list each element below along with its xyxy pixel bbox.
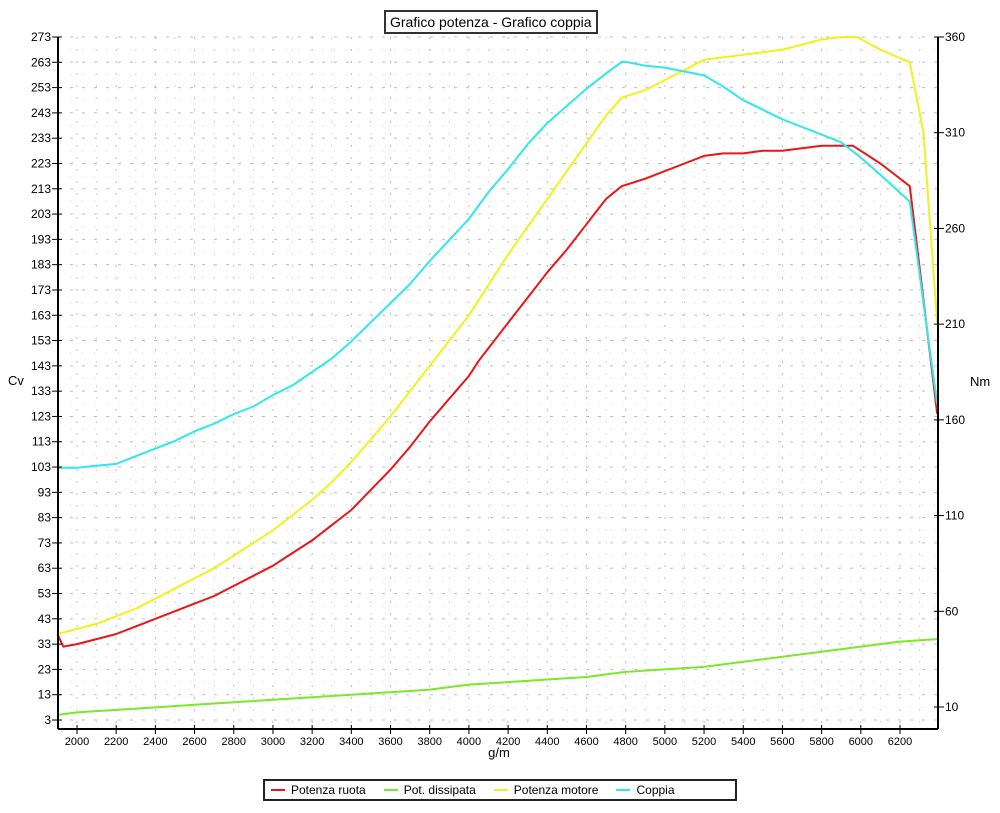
legend-swatch-cyan [616,789,631,791]
left-tick-label: 203 [31,207,51,221]
x-tick-label: 2600 [182,736,206,748]
left-tick-label: 93 [38,485,52,499]
x-tick-label: 4600 [574,736,598,748]
series-line-pot-dissipata [57,638,938,716]
tick-labels: 2732632532432332232132031931831731631531… [8,30,990,760]
chart-title: Grafico potenza - Grafico coppia [384,10,598,34]
left-tick-label: 63 [38,561,52,575]
legend-label: Potenza motore [513,783,599,797]
left-tick-label: 113 [32,435,51,449]
x-tick-label: 2400 [143,736,167,748]
right-tick-label: 360 [945,30,965,44]
legend-item-potenza-ruota: Potenza ruota [271,783,366,797]
x-tick-label: 3000 [261,736,285,748]
legend-item-coppia: Coppia [616,783,675,797]
x-tick-label: 2000 [65,736,89,748]
x-tick-label: 6200 [888,736,912,748]
right-tick-label: 10 [945,700,959,714]
x-tick-label: 5600 [770,736,794,748]
legend-label: Coppia [636,783,675,797]
x-tick-label: 3200 [300,736,324,748]
legend-label: Potenza ruota [291,783,366,797]
left-tick-label: 163 [31,308,51,322]
legend-item-potenza-motore: Potenza motore [493,783,599,797]
right-tick-label: 60 [945,604,959,618]
left-tick-label: 153 [31,334,51,348]
x-tick-label: 5800 [809,736,833,748]
left-tick-label: 123 [31,409,51,423]
left-tick-label: 143 [31,359,51,373]
left-tick-label: 243 [31,106,51,120]
left-tick-label: 33 [38,637,52,651]
legend-swatch-green [383,789,398,791]
x-tick-label: 4200 [496,736,520,748]
series-line-coppia [57,60,939,469]
left-tick-label: 103 [31,460,51,474]
left-tick-label: 43 [38,612,52,626]
left-axis-title: Cv [8,373,24,388]
right-tick-label: 260 [945,221,965,235]
left-tick-label: 193 [31,232,51,246]
left-tick-label: 183 [31,258,51,272]
right-tick-label: 110 [945,509,964,523]
left-tick-label: 83 [38,511,52,525]
left-tick-label: 213 [31,182,51,196]
left-tick-label: 53 [38,587,52,601]
legend-swatch-yellow [493,789,508,791]
x-tick-label: 2800 [222,736,246,748]
axes [52,36,944,734]
left-tick-label: 223 [31,156,51,170]
left-tick-label: 273 [31,30,51,44]
x-tick-label: 3800 [417,736,441,748]
x-tick-label: 3600 [378,736,402,748]
x-axis-title: g/m [488,745,510,760]
left-tick-label: 263 [31,55,51,69]
right-tick-label: 310 [945,126,965,140]
left-tick-label: 253 [31,81,51,95]
left-tick-label: 73 [38,536,52,550]
left-tick-label: 173 [31,283,51,297]
x-tick-label: 5200 [692,736,716,748]
left-tick-label: 3 [44,713,51,727]
right-tick-label: 160 [945,413,965,427]
left-tick-label: 13 [38,688,52,702]
right-tick-label: 210 [945,317,965,331]
legend-swatch-red [271,789,285,791]
left-tick-label: 23 [38,662,52,676]
x-tick-label: 5400 [731,736,755,748]
left-tick-label: 133 [31,384,51,398]
legend-item-pot-dissipata: Pot. dissipata [383,783,476,797]
legend-label: Pot. dissipata [403,783,476,797]
x-tick-label: 4800 [613,736,637,748]
series-lines [56,36,939,716]
x-tick-label: 6000 [849,736,873,748]
x-tick-label: 2200 [104,736,128,748]
x-tick-label: 4400 [535,736,559,748]
right-axis-title: Nm [970,374,990,389]
left-tick-label: 233 [31,131,51,145]
series-line-potenza-motore [57,36,939,635]
x-tick-label: 5000 [653,736,677,748]
x-tick-label: 3400 [339,736,363,748]
grid-lines [58,36,938,729]
x-tick-label: 4000 [457,736,481,748]
legend: Potenza ruota Pot. dissipata Potenza mot… [263,779,737,801]
series-line-potenza-ruota [56,144,939,648]
